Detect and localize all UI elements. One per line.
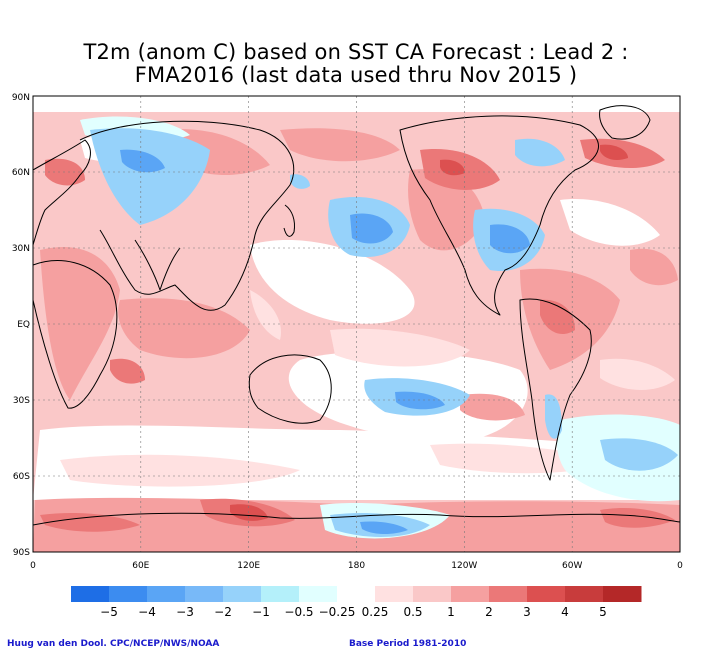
- colorbar-label: 0.5: [403, 605, 422, 619]
- lon-label-120e: 120E: [237, 561, 260, 571]
- lat-label-90n: 90N: [12, 93, 30, 103]
- footer-base-period: Base Period 1981-2010: [349, 639, 467, 649]
- antarctica-outline: [32, 512, 681, 526]
- colorbar-swatch: [413, 586, 452, 602]
- colorbar-label: −5: [100, 605, 118, 619]
- africa-outline: [32, 260, 118, 409]
- colorbar-label: 1: [447, 605, 455, 619]
- map-title-line2: FMA2016 (last data used thru Nov 2015 ): [134, 63, 578, 87]
- lon-label-60w: 60W: [562, 561, 582, 571]
- lon-label-0-right: 0: [677, 561, 683, 571]
- lon-label-120w: 120W: [451, 561, 477, 571]
- colorbar-label: 3: [523, 605, 531, 619]
- colorbar-swatch: [337, 586, 376, 602]
- anomaly-map: 90N 60N 30N EQ 30S 60S 90S 0 60E 120E 18…: [12, 93, 683, 571]
- colorbar-label: 5: [599, 605, 607, 619]
- lat-label-60n: 60N: [12, 168, 30, 178]
- lat-label-60s: 60S: [13, 472, 30, 482]
- colorbar-swatch: [185, 586, 224, 602]
- lon-label-180: 180: [348, 561, 365, 571]
- lon-label-0-left: 0: [30, 561, 36, 571]
- footer-credit: Huug van den Dool. CPC/NCEP/NWS/NOAA: [7, 639, 220, 649]
- colorbar-swatch: [109, 586, 148, 602]
- colorbar-swatch: [299, 586, 338, 602]
- colorbar-swatch: [71, 586, 110, 602]
- colorbar-label: −0.25: [319, 605, 356, 619]
- india-outline: [134, 239, 181, 291]
- japan-outline: [283, 204, 295, 237]
- lat-label-30n: 30N: [12, 244, 30, 254]
- colorbar-swatch: [375, 586, 414, 602]
- latitude-labels: 90N 60N 30N EQ 30S 60S 90S: [12, 93, 30, 558]
- colorbar-swatch: [565, 586, 604, 602]
- map-title-line1: T2m (anom C) based on SST CA Forecast : …: [83, 40, 629, 64]
- colorbar-label: −2: [214, 605, 232, 619]
- colorbar-label: 4: [561, 605, 569, 619]
- colorbar-swatch: [489, 586, 528, 602]
- strong-cold-regions: [120, 149, 530, 535]
- longitude-labels: 0 60E 120E 180 120W 60W 0: [30, 561, 683, 571]
- colorbar-swatch: [261, 586, 300, 602]
- lat-label-90s: 90S: [13, 548, 30, 558]
- lon-label-60e: 60E: [132, 561, 149, 571]
- australia-outline: [248, 354, 332, 424]
- colorbar-swatches: [71, 586, 642, 602]
- continent-outlines: [32, 105, 681, 526]
- colorbar-label: 0.25: [362, 605, 389, 619]
- cold-regions: [90, 128, 678, 537]
- lat-label-eq: EQ: [17, 320, 30, 330]
- greenland-outline: [599, 105, 651, 140]
- colorbar-label: −0.5: [284, 605, 313, 619]
- europe-outline: [32, 139, 91, 246]
- colorbar-label: −1: [252, 605, 270, 619]
- north-america-outline: [399, 115, 599, 316]
- colorbar-label: −4: [138, 605, 156, 619]
- grid-lines: [33, 96, 680, 552]
- colorbar-swatch: [451, 586, 490, 602]
- asia-outline: [79, 120, 295, 311]
- colorbar-swatch: [147, 586, 186, 602]
- colorbar-swatch: [223, 586, 262, 602]
- map-frame: [32, 95, 681, 553]
- colorbar-labels: −5 −4 −3 −2 −1 −0.5 −0.25 0.25 0.5 1 2 3 4 5: [100, 605, 607, 619]
- colorbar-swatch: [603, 586, 642, 602]
- colorbar-swatch: [527, 586, 566, 602]
- lat-label-30s: 30S: [13, 396, 30, 406]
- colorbar-label: 2: [485, 605, 493, 619]
- colorbar-label: −3: [176, 605, 194, 619]
